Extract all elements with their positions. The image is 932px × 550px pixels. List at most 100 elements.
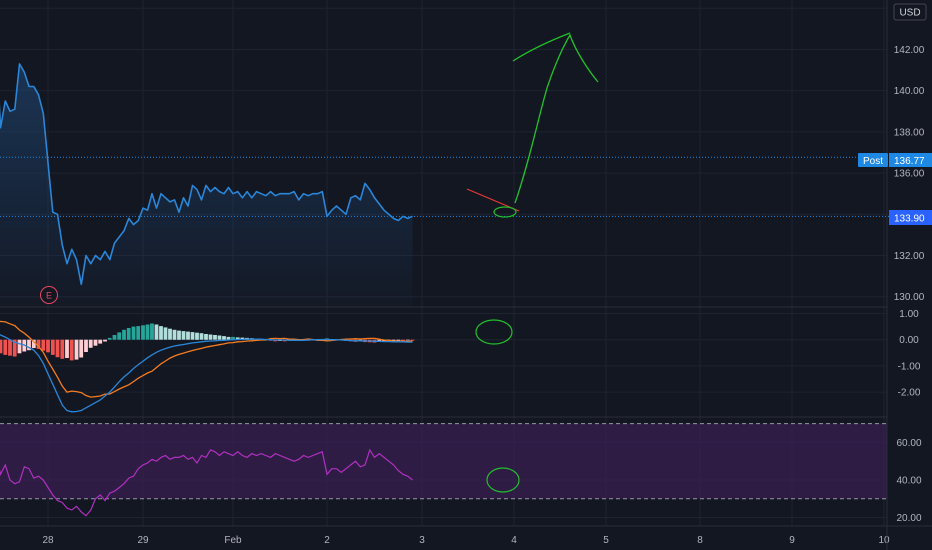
rsi-tick-label: 40.00	[896, 475, 921, 486]
drawing-rsi-circle	[486, 467, 520, 493]
x-tick-label: 9	[789, 535, 795, 546]
macd-histogram-bar	[60, 339, 65, 359]
macd-histogram-bar	[163, 327, 168, 340]
price-line[interactable]	[0, 23, 413, 286]
x-tick-label: 4	[511, 535, 517, 546]
macd-histogram-bar	[391, 339, 396, 341]
macd-histogram-bar	[31, 339, 36, 349]
macd-histogram-bar	[217, 335, 222, 340]
macd-histogram-bar	[168, 328, 172, 340]
price-tick-label: 132.00	[894, 251, 925, 262]
last-price-value: 133.90	[894, 214, 925, 225]
macd-histogram-bar	[98, 339, 103, 344]
earnings-event-label: E	[46, 291, 52, 301]
macd-histogram-bar	[126, 328, 131, 340]
price-tick-label: 130.00	[894, 292, 925, 303]
macd-histogram-bar	[88, 339, 93, 348]
currency-label: USD	[899, 8, 920, 19]
currency-badge[interactable]: USD	[893, 3, 927, 21]
last-price-box	[889, 210, 932, 225]
macd-histogram-bar	[3, 339, 8, 355]
macd-histogram-bar	[405, 339, 410, 341]
currency-badge-box	[893, 3, 927, 21]
x-tick-label: Feb	[224, 535, 242, 546]
post-label: Post	[863, 156, 883, 167]
drawing-price-circle	[493, 206, 517, 218]
macd-histogram-bar	[235, 337, 240, 340]
macd-tick-label: 0.00	[899, 335, 919, 346]
drawing-arrow-head	[512, 32, 571, 62]
macd-histogram-bar	[410, 339, 415, 341]
macd-histogram-bar	[222, 336, 226, 340]
macd-histogram-bar	[55, 339, 60, 358]
rsi-tick-label: 60.00	[896, 438, 921, 449]
macd-histogram-bar	[150, 323, 154, 340]
earnings-event-marker[interactable]: E	[40, 286, 58, 304]
price-area-fill	[0, 63, 413, 307]
macd-histogram-bar	[27, 339, 31, 351]
macd-tick-label: -2.00	[898, 388, 921, 399]
macd-histogram-bar	[0, 339, 3, 354]
macd-histogram-bar	[145, 324, 150, 340]
macd-histogram-bar	[131, 326, 136, 340]
macd-line[interactable]	[0, 324, 413, 413]
post-price-value: 136.77	[894, 156, 925, 167]
macd-histogram-bar	[8, 339, 12, 356]
macd-histogram-bar	[79, 339, 84, 358]
macd-histogram-bar	[41, 339, 46, 351]
x-tick-label: 3	[419, 535, 425, 546]
macd-histogram-bar	[74, 339, 79, 360]
rsi-pane[interactable]	[0, 423, 887, 517]
macd-histogram-bar	[84, 339, 88, 352]
macd-histogram-bar	[36, 339, 41, 349]
macd-histogram-bar	[103, 339, 107, 342]
macd-histogram-bar	[69, 339, 74, 361]
macd-histogram-bar	[93, 339, 98, 346]
macd-histogram-bar	[172, 329, 177, 340]
macd-histogram-bar	[177, 330, 181, 340]
macd-histogram-bar	[204, 334, 208, 340]
macd-histogram-bar	[159, 326, 163, 340]
macd-histogram-bar	[401, 339, 405, 341]
annotations	[466, 32, 599, 493]
time-axis[interactable]: 28 29 Feb 2 3 4 5 8 9 10	[42, 535, 890, 546]
macd-histogram-bar	[226, 336, 231, 340]
drawing-arrow-stroke	[514, 33, 599, 204]
price-pane[interactable]	[0, 23, 889, 307]
x-tick-label: 10	[878, 535, 890, 546]
price-tick-label: 140.00	[894, 86, 925, 97]
macd-histogram-bar	[213, 335, 217, 340]
macd-histogram-bar	[50, 339, 55, 355]
macd-histogram-bar	[46, 339, 50, 353]
macd-histogram-bar	[12, 339, 17, 357]
post-label-box	[858, 153, 888, 167]
drawing-macd-circle	[475, 319, 513, 345]
rsi-line[interactable]	[0, 444, 413, 517]
macd-tick-label: -1.00	[898, 361, 921, 372]
macd-histogram-bar	[208, 334, 213, 340]
macd-histogram-bar	[122, 329, 126, 340]
macd-histogram-bar	[396, 339, 401, 341]
x-tick-label: 2	[324, 535, 330, 546]
x-tick-label: 28	[42, 535, 54, 546]
macd-pane[interactable]	[0, 320, 415, 413]
post-price-badge: Post 136.77	[858, 153, 932, 167]
macd-histogram-bar	[186, 331, 190, 340]
x-tick-label: 29	[137, 535, 149, 546]
macd-histogram-bar	[190, 332, 195, 340]
macd-histogram-bar	[181, 331, 186, 340]
macd-histogram-bar	[240, 337, 245, 340]
macd-histogram-bar	[117, 332, 122, 340]
macd-histogram-bar	[141, 325, 145, 340]
macd-histogram-bar	[136, 326, 141, 340]
macd-histogram-bar	[199, 333, 204, 340]
macd-histogram-bar	[195, 332, 199, 340]
macd-histogram-bar	[65, 339, 69, 358]
earnings-event-circle	[40, 286, 58, 304]
macd-histogram-bar	[231, 336, 235, 340]
price-tick-label: 136.00	[894, 169, 925, 180]
macd-histogram-bar	[154, 324, 159, 340]
macd-histogram-bar	[112, 335, 117, 340]
grid	[0, 0, 887, 526]
